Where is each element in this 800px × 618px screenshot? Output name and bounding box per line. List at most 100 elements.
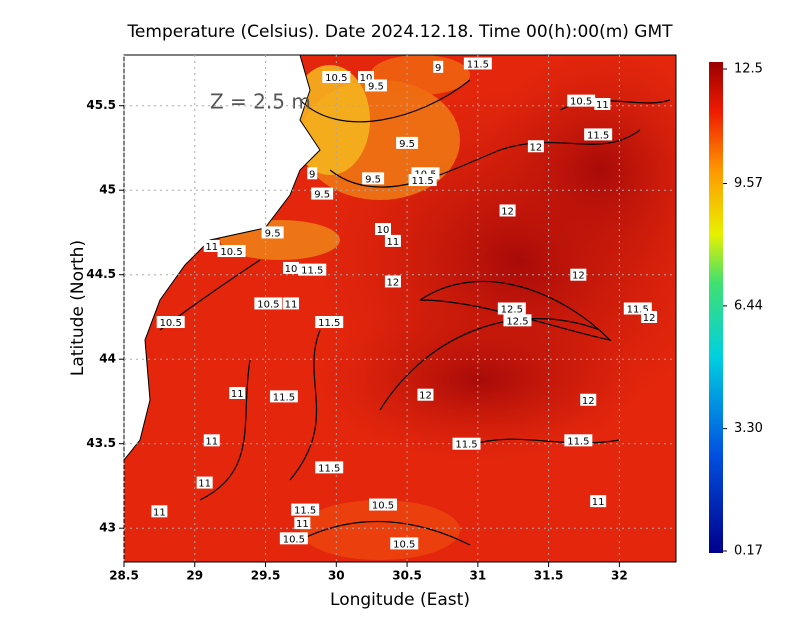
contour-label: 12 xyxy=(387,277,400,288)
contour-label: 10 xyxy=(377,225,390,236)
contour-label: 12 xyxy=(643,313,656,324)
contour-label: 11 xyxy=(592,497,605,508)
colorbar-tick-label: 12.5 xyxy=(734,62,763,77)
contour-label-box xyxy=(203,239,220,252)
contour-label: 9.5 xyxy=(368,81,384,92)
contour-label: 9.5 xyxy=(265,228,281,239)
colorbar-tick-label: 0.17 xyxy=(734,544,763,559)
colorbar-tick-label: 6.44 xyxy=(734,298,763,313)
x-tick-label: 29.5 xyxy=(251,569,281,583)
contour-label: 11 xyxy=(205,242,218,253)
contour-label-box xyxy=(384,234,401,247)
contour-label-box xyxy=(322,70,351,83)
x-tick-label: 29 xyxy=(186,569,203,583)
contour-label: 12 xyxy=(419,391,432,402)
contour-label-box xyxy=(315,461,344,474)
contour-label-box xyxy=(567,94,596,107)
contour-label: 12 xyxy=(572,271,585,282)
contour-label-box xyxy=(396,136,419,149)
contour-label: 10.5 xyxy=(393,539,415,550)
y-tick-label: 44.5 xyxy=(86,267,116,281)
contour-label: 9 xyxy=(309,169,315,180)
y-tick-label: 44 xyxy=(99,352,116,366)
contour-label: 10 xyxy=(285,264,298,275)
contour-label: 11 xyxy=(387,237,400,248)
contour-label-box xyxy=(196,476,213,489)
contour-label-box xyxy=(527,140,544,153)
contour-label: 11.5 xyxy=(273,392,295,403)
contour-label: 11 xyxy=(198,479,211,490)
y-tick-label: 43 xyxy=(99,521,116,535)
contour-label: 9.5 xyxy=(399,139,415,150)
contour-label-box xyxy=(294,517,311,530)
contour-label: 11.5 xyxy=(412,176,434,187)
contour-label-box xyxy=(311,187,334,200)
contour-label: 11.5 xyxy=(318,318,340,329)
x-tick-label: 30 xyxy=(328,569,345,583)
contour-label-box xyxy=(217,245,246,258)
contour-label-box xyxy=(362,172,385,185)
contour-label: 10.5 xyxy=(283,534,305,545)
contour-label-box xyxy=(590,495,607,508)
contour-label-box xyxy=(580,393,597,406)
contour-label-box xyxy=(307,167,318,180)
contour-label-box xyxy=(503,314,532,327)
contour-label-box xyxy=(594,98,611,111)
y-tick-label: 45 xyxy=(99,183,116,197)
contour-label-box xyxy=(499,204,516,217)
contour-label-box xyxy=(364,79,387,92)
colorbar-tick-label: 9.57 xyxy=(734,176,763,191)
contour-label: 11.5 xyxy=(455,440,477,451)
contour-label-box xyxy=(384,275,401,288)
contour-label-box xyxy=(203,434,220,447)
contour-label: 11.5 xyxy=(294,506,316,517)
contour-label: 10.5 xyxy=(570,97,592,108)
contour-label: 11.5 xyxy=(627,305,649,316)
contour-label-box xyxy=(279,532,308,545)
contour-label: 11.5 xyxy=(587,130,609,141)
x-tick-label: 31 xyxy=(469,569,486,583)
contour-label: 12.5 xyxy=(501,305,523,316)
x-axis-label: Longitude (East) xyxy=(330,590,470,610)
contour-label: 11.5 xyxy=(467,59,489,70)
contour-label: 11.5 xyxy=(318,463,340,474)
contour-label: 11 xyxy=(153,507,166,518)
contour-label-box xyxy=(375,223,392,236)
contour-label-box xyxy=(283,261,300,274)
colorbar-tick-label: 3.30 xyxy=(734,421,763,436)
contour-label-box xyxy=(315,316,344,329)
contour-label: 10.5 xyxy=(220,247,242,258)
contour-label: 11 xyxy=(296,519,309,530)
contour-label: 12.5 xyxy=(506,316,528,327)
contour-label-box xyxy=(261,226,284,239)
contour-label-box xyxy=(452,437,481,450)
y-axis-label: Latitude (North) xyxy=(68,240,88,376)
contour-label-box xyxy=(584,128,613,141)
contour-label: 12 xyxy=(530,142,543,153)
chart-title: Temperature (Celsius). Date 2024.12.18. … xyxy=(126,22,673,42)
contour-label-box xyxy=(291,503,320,516)
depth-annotation: Z = 2.5 m xyxy=(210,90,311,114)
contour-label: 10.5 xyxy=(160,318,182,329)
contour-label: 10.5 xyxy=(372,501,394,512)
contour-label-box xyxy=(433,60,444,73)
contour-label: 12 xyxy=(501,206,514,217)
contour-label-box xyxy=(283,297,300,310)
y-tick-label: 45.5 xyxy=(86,98,116,112)
x-tick-label: 28.5 xyxy=(109,569,139,583)
contour-label: 11.5 xyxy=(301,266,323,277)
contour-label-box xyxy=(570,268,587,281)
contour-label-box xyxy=(641,310,658,323)
contour-label: 11 xyxy=(205,436,218,447)
contour-label-box xyxy=(408,174,437,187)
contour-label: 10.5 xyxy=(325,73,347,84)
contour-label-box xyxy=(156,316,185,329)
contour-label: 11 xyxy=(231,389,244,400)
contour-label: 9.5 xyxy=(314,190,330,201)
contour-label-box xyxy=(254,297,283,310)
contour-label: 11 xyxy=(285,299,298,310)
contour-label-box xyxy=(269,390,298,403)
x-tick-label: 31.5 xyxy=(534,569,564,583)
contour-label: 10 xyxy=(360,73,373,84)
